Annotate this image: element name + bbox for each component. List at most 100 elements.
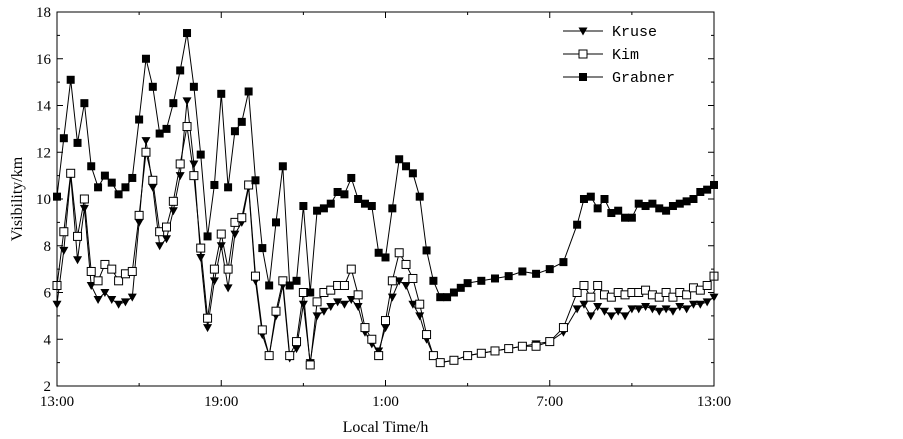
data-point (346, 264, 356, 274)
data-point (134, 218, 144, 227)
data-point (326, 285, 336, 295)
data-point (182, 122, 192, 132)
data-point (477, 276, 486, 285)
data-point (265, 281, 274, 290)
data-point (586, 192, 595, 201)
data-point (87, 162, 96, 171)
data-point (360, 323, 370, 333)
legend-label: Kruse (612, 24, 657, 41)
data-point (162, 124, 171, 133)
data-point (66, 168, 76, 178)
data-point (593, 303, 603, 312)
data-point (449, 355, 459, 365)
data-point (189, 171, 199, 181)
data-point (381, 324, 390, 333)
data-point (209, 277, 219, 286)
data-point (59, 134, 68, 143)
data-point (695, 300, 705, 309)
data-point (141, 147, 151, 157)
y-tick-label: 8 (44, 239, 52, 255)
data-point (586, 292, 596, 302)
data-point (586, 312, 596, 321)
legend-marker (578, 27, 588, 36)
data-point (251, 176, 260, 185)
data-point (367, 202, 376, 211)
data-point (456, 283, 465, 292)
data-point (127, 293, 137, 302)
data-point (579, 280, 589, 290)
data-point (545, 265, 554, 274)
y-tick-label: 2 (44, 379, 52, 395)
data-point (299, 202, 308, 211)
data-point (346, 296, 356, 305)
data-point (504, 272, 513, 281)
legend-item-kim: Kim (563, 47, 639, 64)
data-point (305, 360, 315, 370)
data-point (387, 276, 397, 286)
y-tick-label: 16 (36, 52, 52, 68)
data-point (86, 266, 96, 276)
data-point (250, 271, 260, 281)
data-point (401, 259, 411, 269)
data-point (86, 281, 96, 290)
data-point (600, 307, 609, 316)
data-point (559, 258, 568, 267)
data-point (306, 288, 315, 297)
y-tick-label: 12 (36, 145, 51, 161)
data-point (94, 183, 103, 192)
data-point (682, 290, 692, 300)
data-point (613, 307, 623, 316)
data-point (408, 169, 417, 178)
data-point (688, 300, 698, 309)
data-point (395, 155, 404, 164)
legend-label: Grabner (612, 70, 675, 87)
data-point (155, 242, 165, 251)
data-point (196, 243, 206, 253)
data-point (121, 183, 130, 192)
y-tick-label: 18 (36, 5, 51, 21)
data-point (79, 194, 89, 204)
data-point (339, 300, 349, 309)
data-point (66, 75, 75, 84)
data-point (340, 190, 349, 199)
data-point (675, 199, 684, 208)
x-tick-label: 1:00 (372, 394, 399, 410)
x-axis-label: Local Time/h (343, 419, 429, 436)
data-point (100, 289, 110, 297)
data-point (682, 305, 692, 314)
data-point (449, 288, 458, 297)
data-point (641, 303, 651, 312)
data-point (162, 235, 171, 244)
y-tick-label: 10 (36, 192, 51, 208)
data-point (182, 97, 192, 106)
data-point (654, 292, 664, 302)
data-point (655, 204, 664, 213)
legend-item-grabner: Grabner (563, 70, 675, 87)
data-point (141, 137, 151, 146)
data-point (93, 276, 103, 286)
data-point (79, 204, 89, 213)
data-point (264, 351, 274, 361)
data-point (298, 300, 308, 309)
data-point (189, 82, 198, 91)
data-point (120, 298, 130, 307)
data-point (593, 280, 603, 290)
data-point (319, 307, 329, 316)
data-point (73, 256, 83, 265)
data-point (703, 185, 712, 194)
data-point (532, 269, 541, 278)
data-point (162, 222, 171, 232)
data-point (114, 276, 124, 286)
data-point (134, 210, 144, 220)
data-point (641, 285, 651, 295)
data-point (518, 267, 527, 276)
data-point (319, 204, 328, 213)
data-point (702, 280, 712, 290)
data-point (216, 229, 226, 239)
data-point (148, 183, 158, 192)
data-point (93, 296, 103, 305)
legend: Kruse Kim Grabner (563, 24, 675, 87)
data-point (415, 299, 425, 309)
data-point (107, 296, 117, 305)
data-point (428, 351, 438, 361)
